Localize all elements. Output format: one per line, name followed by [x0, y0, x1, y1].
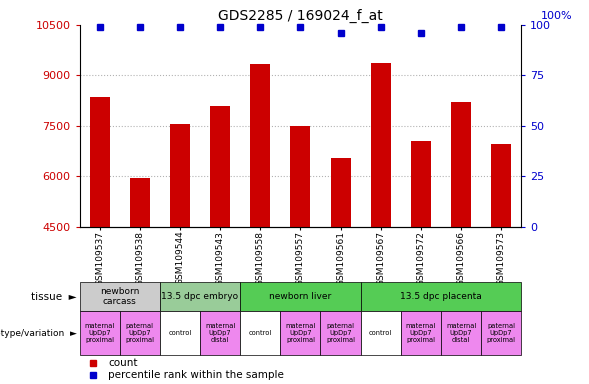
Bar: [360, 311, 401, 355]
Bar: [370, 63, 391, 227]
Bar: [290, 126, 310, 227]
Bar: [250, 64, 270, 227]
Text: count: count: [108, 358, 138, 368]
Text: newborn
carcass: newborn carcass: [100, 287, 140, 306]
Text: paternal
UpDp7
proximal: paternal UpDp7 proximal: [326, 323, 355, 343]
Bar: [451, 102, 471, 227]
Text: maternal
UpDp7
proximal: maternal UpDp7 proximal: [406, 323, 436, 343]
Bar: [200, 311, 240, 355]
Text: maternal
UpDp7
distal: maternal UpDp7 distal: [446, 323, 476, 343]
Bar: [80, 311, 120, 355]
Text: paternal
UpDp7
proximal: paternal UpDp7 proximal: [125, 323, 154, 343]
Text: maternal
UpDp7
distal: maternal UpDp7 distal: [205, 323, 235, 343]
Y-axis label: 100%: 100%: [541, 11, 573, 21]
Bar: [240, 282, 360, 311]
Bar: [120, 311, 160, 355]
Bar: [441, 311, 481, 355]
Text: 13.5 dpc embryo: 13.5 dpc embryo: [161, 292, 239, 301]
Bar: [330, 158, 350, 227]
Text: percentile rank within the sample: percentile rank within the sample: [108, 369, 284, 379]
Text: control: control: [369, 330, 392, 336]
Bar: [280, 311, 320, 355]
Bar: [160, 282, 240, 311]
Text: maternal
UpDp7
proximal: maternal UpDp7 proximal: [84, 323, 115, 343]
Text: genotype/variation  ►: genotype/variation ►: [0, 329, 77, 338]
Bar: [210, 106, 230, 227]
Bar: [80, 282, 160, 311]
Text: tissue  ►: tissue ►: [31, 291, 77, 302]
Bar: [360, 282, 521, 311]
Bar: [481, 311, 521, 355]
Text: control: control: [249, 330, 272, 336]
Text: 13.5 dpc placenta: 13.5 dpc placenta: [400, 292, 482, 301]
Bar: [411, 141, 431, 227]
Bar: [160, 311, 200, 355]
Bar: [240, 311, 280, 355]
Text: newborn liver: newborn liver: [269, 292, 332, 301]
Bar: [130, 178, 150, 227]
Text: paternal
UpDp7
proximal: paternal UpDp7 proximal: [487, 323, 516, 343]
Bar: [401, 311, 441, 355]
Bar: [90, 97, 110, 227]
Title: GDS2285 / 169024_f_at: GDS2285 / 169024_f_at: [218, 8, 383, 23]
Bar: [320, 311, 360, 355]
Text: control: control: [168, 330, 191, 336]
Bar: [491, 144, 511, 227]
Text: maternal
UpDp7
proximal: maternal UpDp7 proximal: [285, 323, 316, 343]
Bar: [170, 124, 190, 227]
